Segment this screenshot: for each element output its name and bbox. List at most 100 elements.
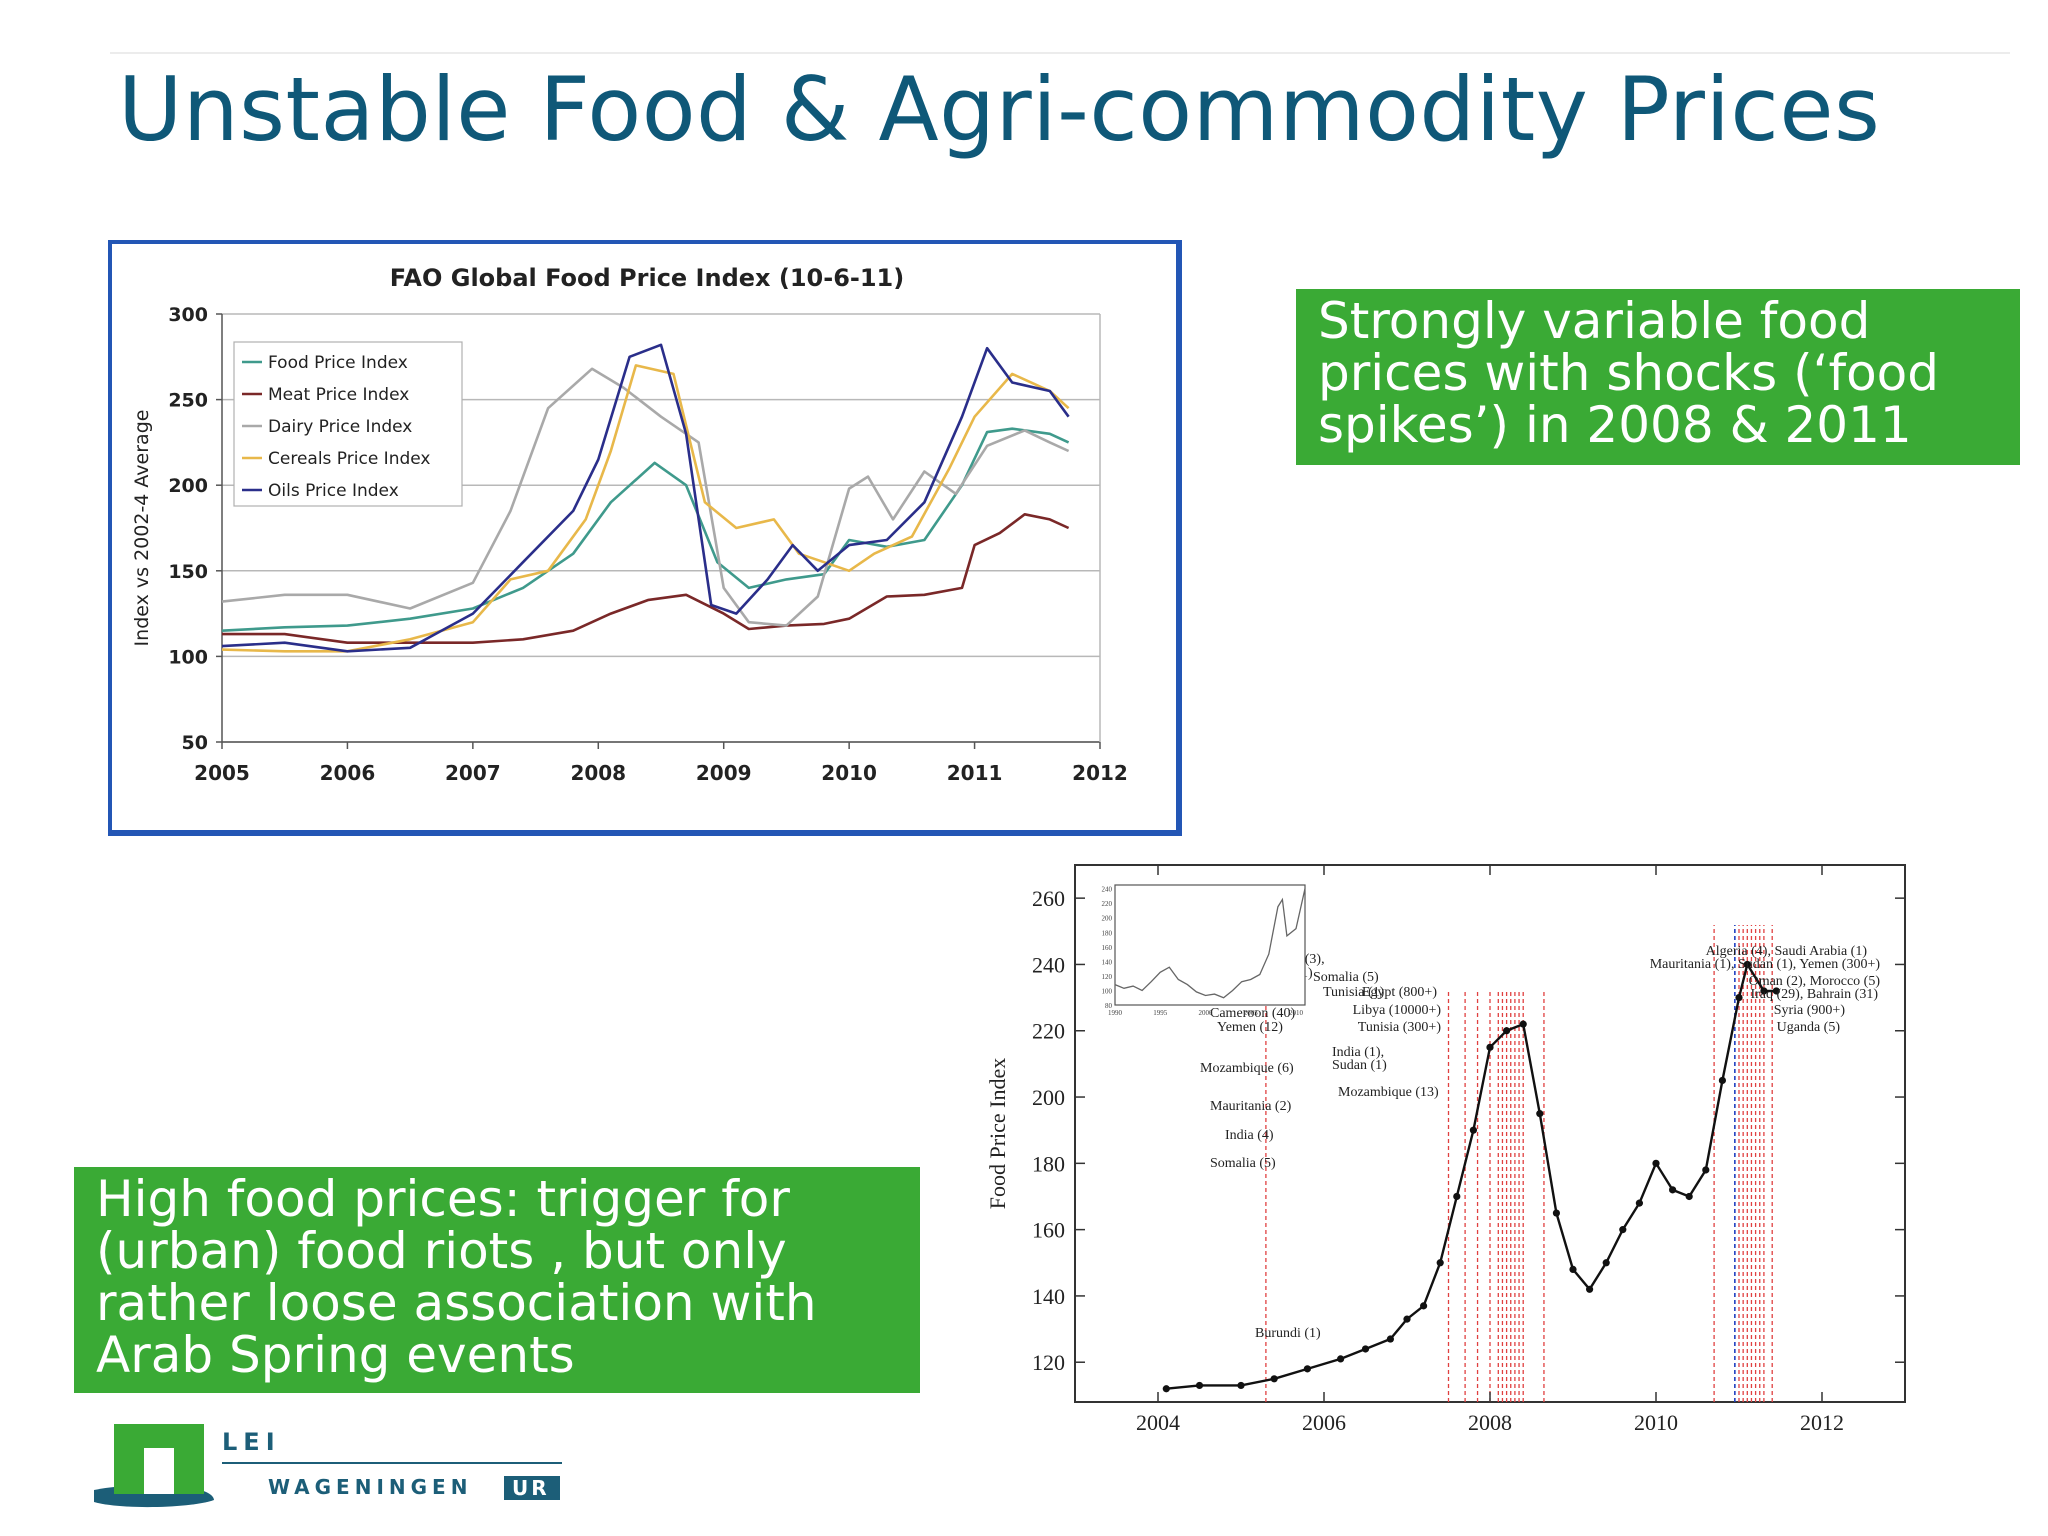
callout-line: prices with shocks (‘food [1318,344,1939,402]
data-point [1503,1027,1511,1035]
riot-annotation: Algeria (4), Saudi Arabia (1) [1706,944,1868,959]
y-tick-label: 50 [182,732,208,754]
riots-chart-wrapper: 120 140 160 180 200 220 240 260 2004 2006 2008 2010… [975,855,1935,1459]
callout-line: Arab Spring events [96,1326,575,1384]
x-tick-label: 2009 [696,761,752,785]
x-tick-label: 2006 [320,761,376,785]
inset-x-tick-label: 1990 [1108,1009,1123,1017]
legend-entry: Meat Price Index [268,385,409,405]
inset-x-tick-label: 2000 [1198,1009,1213,1017]
y-tick-label: 140 [1032,1284,1065,1309]
inset-x-tick-label: 2010 [1289,1009,1304,1017]
callout-line: Strongly variable food [1318,292,1871,350]
data-point [1635,1199,1643,1207]
data-point [1602,1259,1610,1267]
legend-entry: Food Price Index [268,353,408,373]
y-tick-label: 240 [1032,952,1065,977]
riot-annotation: Cameroon (40) [1210,1006,1295,1021]
logo-lei-text: LEI [222,1428,281,1456]
y-tick-label: 150 [168,561,208,583]
callout-food-spikes: Strongly variable food prices with shock… [1296,289,2020,465]
inset-line [1114,888,1306,999]
riot-annotation: Mozambique (13) [1338,1085,1439,1100]
inset-y-tick-label: 80 [1105,1002,1113,1010]
callout-line: spikes’) in 2008 & 2011 [1318,396,1912,454]
callout-line: (urban) food riots , but only [96,1222,787,1280]
data-point [1453,1192,1461,1201]
data-point [1486,1043,1494,1051]
y-tick-label: 160 [1032,1218,1065,1243]
y-tick-label: 220 [1032,1019,1065,1044]
data-point [1361,1345,1370,1353]
riot-annotation: India (4) [1225,1128,1274,1143]
data-point [1586,1285,1594,1293]
logo-ur-text: UR [512,1476,550,1500]
y-tick-label: 120 [1032,1350,1065,1375]
y-tick-label: 200 [168,475,208,497]
x-tick-label: 2012 [1800,1410,1844,1435]
data-point [1536,1110,1544,1118]
y-tick-label: 300 [168,304,208,326]
riot-annotation: Somalia (5) [1313,970,1379,985]
riot-annotation: Mauritania (2) [1210,1099,1292,1114]
riot-annotation: Burundi (1) [1255,1326,1321,1341]
inset-y-tick-label: 240 [1102,886,1113,894]
riot-annotation: India (1), [1332,1045,1384,1060]
data-point [1718,1076,1726,1085]
fao-chart-frame: FAO Global Food Price Index (10-6-11) Ind… [108,240,1182,836]
callout-line: rather loose association with [96,1274,817,1332]
y-tick-label: 180 [1032,1151,1065,1176]
y-axis-label: Index vs 2002-4 Average [131,410,153,647]
legend-entry: Cereals Price Index [268,449,430,469]
x-tick-label: 2005 [194,761,250,785]
food-riots-chart: 120 140 160 180 200 220 240 260 2004 2006 2008 2010… [985,864,1906,1435]
chart-title: FAO Global Food Price Index (10-6-11) [390,264,904,292]
legend-box [233,341,463,507]
series-line-meat-price-index [222,513,1070,644]
title-rule [110,52,2010,54]
series-line-dairy-price-index [221,367,1070,627]
y-tick-label: 100 [168,646,208,668]
data-point [1772,987,1780,995]
data-point [1519,1020,1527,1028]
riot-annotation: Sudan (1) [1332,1058,1387,1073]
series-line-food-price-index [221,427,1070,632]
x-tick-label: 2008 [1468,1410,1512,1435]
data-point [1303,1365,1311,1373]
x-tick-label: 2008 [570,761,626,785]
data-point [1760,987,1768,995]
inset-y-tick-label: 140 [1102,958,1113,966]
data-point [1337,1355,1345,1363]
data-point [1195,1381,1204,1390]
logo-wageningen-text: WAGENINGEN [268,1475,472,1499]
riot-annotation: Mauritania (1), Sudan (1), Yemen (300+) [1650,957,1881,972]
data-point [1735,993,1743,1002]
riot-annotation: Yemen (12) [1217,1020,1283,1035]
inset-y-tick-label: 180 [1102,929,1113,937]
data-point [1569,1265,1577,1274]
data-point [1237,1381,1245,1390]
x-tick-label: 2004 [1136,1410,1180,1435]
inset-y-tick-label: 120 [1102,973,1113,981]
x-tick-label: 2007 [445,761,501,785]
lei-wageningen-logo: LEI WAGENINGEN UR [92,1412,592,1526]
y-tick-label: 200 [1032,1085,1065,1110]
data-point [1743,960,1751,969]
data-point [1386,1335,1394,1343]
data-point [1652,1159,1660,1167]
riot-annotation: Tunisia (1) [1323,985,1385,1000]
slide-title: Unstable Food & Agri-commodity Prices [118,58,1881,161]
data-point [1685,1192,1693,1201]
data-point [1619,1226,1627,1234]
riot-annotation: Somalia (5) [1210,1156,1276,1171]
riot-annotation: Tunisia (300+) [1358,1020,1442,1035]
series-line-oils-price-index [221,343,1070,653]
riot-annotation: Uganda (5) [1777,1020,1841,1035]
legend: Food Price Index Meat Price Index Dairy Pr… [233,341,463,507]
riot-annotation: Egypt (800+) [1362,985,1437,1000]
inset-y-tick-label: 100 [1102,987,1113,995]
y-axis-label: Food Price Index [985,1058,1010,1210]
riot-annotation: Syria (900+) [1774,1003,1846,1018]
data-point [1420,1302,1428,1310]
data-point [1669,1186,1677,1194]
